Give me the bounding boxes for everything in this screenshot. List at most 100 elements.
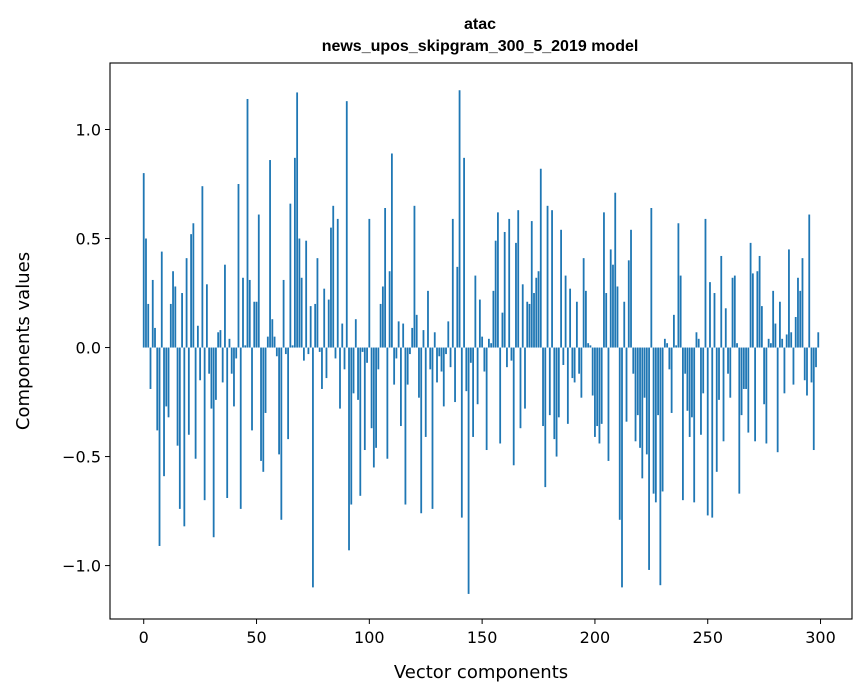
bar-93 [352, 347, 355, 394]
bar-10 [165, 347, 168, 407]
bar-89 [343, 347, 346, 370]
bar-198 [589, 345, 592, 348]
bar-67 [293, 157, 296, 348]
bar-122 [418, 347, 420, 398]
bar-143 [465, 347, 468, 392]
bar-58 [273, 336, 276, 348]
bar-45 [244, 345, 247, 348]
bar-251 [709, 282, 711, 348]
bar-232 [666, 343, 669, 348]
bar-257 [722, 347, 725, 442]
bar-131 [438, 347, 441, 357]
bar-222 [643, 347, 646, 398]
bar-133 [442, 347, 445, 407]
bar-6 [156, 347, 159, 431]
bar-79 [321, 347, 323, 389]
bar-228 [657, 347, 659, 416]
bar-197 [587, 343, 590, 348]
bar-12 [169, 303, 172, 348]
bar-293 [803, 347, 806, 381]
bar-138 [454, 347, 456, 403]
bar-195 [582, 258, 585, 348]
bar-17 [181, 293, 183, 348]
bar-90 [345, 101, 348, 348]
bar-28 [205, 284, 208, 348]
bar-87 [339, 347, 341, 409]
bar-86 [336, 218, 339, 348]
bar-121 [415, 314, 418, 348]
bar-11 [167, 347, 170, 418]
bar-104 [377, 347, 380, 370]
bar-260 [729, 347, 732, 398]
bar-225 [650, 208, 653, 348]
y-tick-label: −0.5 [62, 448, 101, 467]
bar-211 [618, 347, 621, 520]
bar-241 [686, 347, 689, 411]
bar-190 [571, 347, 574, 379]
bar-23 [194, 347, 197, 459]
bar-13 [172, 271, 174, 348]
bar-102 [372, 347, 375, 468]
bar-182 [553, 347, 556, 440]
y-tick-label: 0.5 [76, 230, 101, 249]
x-axis-label: Vector components [394, 662, 568, 683]
bar-105 [379, 303, 382, 348]
bar-109 [388, 271, 391, 348]
bar-178 [544, 347, 547, 488]
bar-240 [684, 347, 687, 374]
bar-234 [670, 347, 673, 413]
bar-252 [711, 347, 714, 518]
bar-72 [305, 240, 308, 348]
bar-53 [262, 347, 265, 472]
bar-254 [715, 347, 718, 472]
bar-215 [627, 260, 630, 348]
bar-259 [727, 347, 729, 374]
bar-209 [614, 192, 617, 348]
bar-56 [269, 160, 271, 348]
bar-35 [221, 347, 224, 383]
bar-199 [591, 347, 594, 396]
bar-100 [368, 218, 371, 348]
bar-51 [257, 214, 260, 348]
bar-164 [512, 347, 515, 466]
bar-166 [517, 210, 520, 348]
bar-227 [654, 347, 657, 503]
bar-136 [449, 347, 452, 368]
bar-224 [648, 347, 650, 570]
bar-284 [783, 347, 786, 394]
bar-221 [641, 347, 644, 479]
x-tick-label: 0 [139, 628, 149, 647]
bar-126 [427, 290, 429, 348]
bar-250 [706, 347, 709, 516]
bar-83 [330, 227, 332, 348]
bar-31 [212, 347, 215, 538]
bar-119 [411, 327, 414, 348]
bar-113 [397, 321, 400, 348]
bar-34 [219, 330, 222, 348]
bar-135 [447, 321, 450, 348]
bar-21 [190, 234, 192, 348]
bar-141 [460, 347, 463, 518]
bar-27 [203, 347, 206, 501]
bar-154 [490, 343, 493, 348]
bar-276 [765, 347, 768, 444]
bar-84 [332, 205, 335, 348]
x-tick-label: 150 [467, 628, 498, 647]
bar-8 [160, 251, 163, 348]
bar-285 [785, 334, 788, 348]
bar-253 [713, 293, 716, 348]
bar-216 [630, 229, 632, 348]
bar-210 [616, 286, 619, 348]
bar-73 [307, 347, 310, 355]
bar-33 [217, 332, 220, 348]
bar-69 [298, 238, 301, 348]
bar-152 [485, 347, 488, 451]
bar-213 [623, 301, 626, 348]
bar-239 [682, 347, 684, 501]
bar-70 [300, 277, 303, 348]
bar-120 [413, 205, 416, 348]
y-axis-ticks: −1.0 −0.5 0.0 0.5 1.0 [62, 121, 110, 576]
bar-238 [679, 275, 682, 348]
x-axis-ticks: 0 50 100 150 200 250 300 [139, 619, 836, 647]
bar-296 [810, 347, 813, 383]
